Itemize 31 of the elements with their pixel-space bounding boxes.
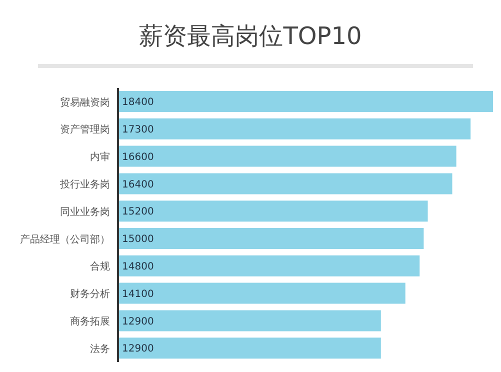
data-label: 15000 (122, 234, 154, 246)
y-tick-label: 内审 (90, 151, 110, 164)
data-label: 16600 (122, 152, 154, 163)
y-tick-label: 法务 (90, 342, 110, 355)
bar (118, 200, 428, 222)
y-tick-label: 资产管理岗 (60, 124, 110, 136)
data-label: 14100 (122, 288, 154, 300)
bar (118, 310, 381, 332)
y-tick-label: 投行业务岗 (59, 178, 110, 190)
data-label: 12900 (122, 316, 154, 328)
bar (118, 91, 493, 112)
data-label: 15200 (122, 206, 154, 218)
y-tick-label: 产品经理（公司部） (20, 233, 110, 246)
data-label: 14800 (122, 261, 154, 272)
data-label: 17300 (122, 124, 154, 136)
y-tick-label: 财务分析 (70, 288, 110, 300)
chart-title: 薪资最高岗位TOP10 (138, 21, 363, 52)
bar (118, 228, 424, 249)
y-tick-label: 商务拓展 (70, 315, 110, 328)
y-tick-label: 合规 (90, 260, 110, 273)
data-label: 12900 (122, 344, 154, 355)
y-tick-label: 贸易融资岗 (60, 96, 110, 108)
y-tick-label: 同业业务岗 (60, 206, 110, 218)
data-label: 18400 (122, 97, 154, 108)
bar (118, 173, 452, 194)
bar (118, 338, 381, 359)
bar (118, 146, 456, 167)
bar (118, 255, 420, 276)
bar (118, 282, 406, 304)
data-label: 16400 (122, 179, 154, 190)
bar (118, 118, 471, 140)
